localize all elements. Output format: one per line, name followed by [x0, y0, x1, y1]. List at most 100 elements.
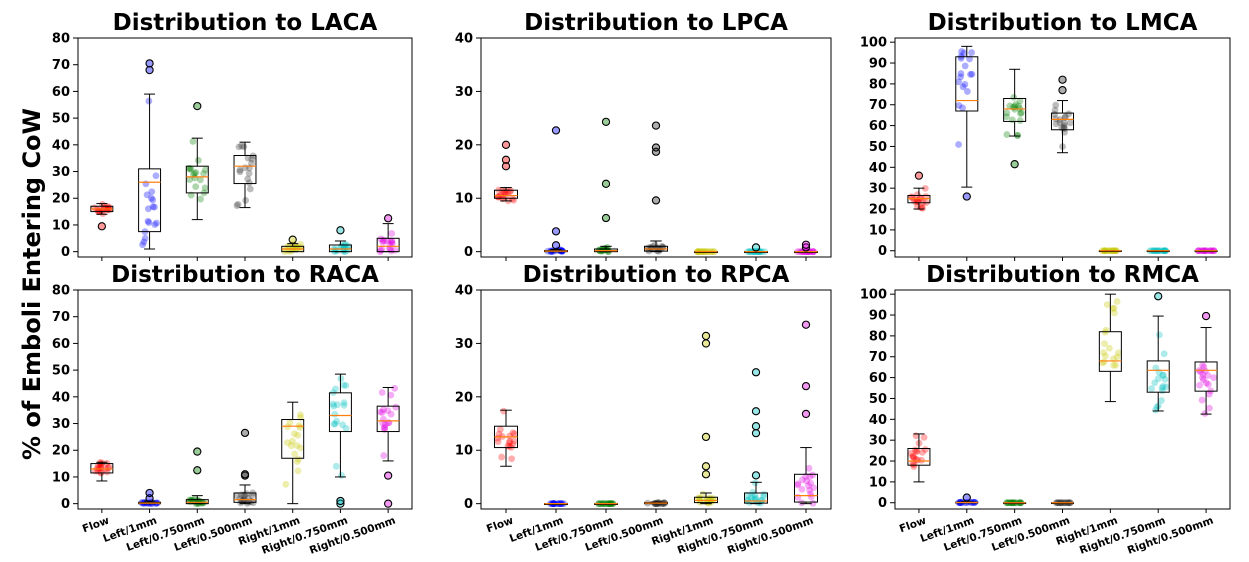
flier-point — [193, 466, 202, 475]
data-point — [794, 480, 802, 488]
data-point — [332, 462, 340, 470]
data-point — [1100, 349, 1107, 356]
data-point — [1159, 371, 1167, 379]
data-point — [331, 410, 339, 418]
data-point — [197, 195, 204, 203]
flier-point — [751, 368, 761, 377]
data-point — [695, 494, 703, 502]
flier-point — [1010, 160, 1019, 169]
flier-point — [701, 331, 711, 341]
y-tick-label: 50 — [52, 364, 70, 379]
box-left-0-750mm — [594, 117, 618, 256]
data-point — [1110, 304, 1118, 312]
data-point — [1101, 328, 1109, 336]
data-point — [377, 408, 384, 416]
data-point — [803, 477, 810, 485]
box-flow — [90, 200, 114, 231]
data-point — [758, 496, 766, 504]
box-right-0-500mm — [376, 384, 400, 508]
y-tick-label: 0 — [878, 496, 887, 511]
data-point — [1065, 110, 1073, 118]
data-point — [391, 384, 399, 392]
data-point — [189, 138, 197, 145]
box-right-1mm — [1098, 247, 1122, 255]
data-point — [1115, 349, 1122, 357]
data-point — [1006, 102, 1014, 110]
flier-point — [751, 407, 761, 416]
box-left-0-750mm — [185, 447, 209, 508]
iqr-box — [1146, 360, 1170, 393]
data-point — [331, 420, 339, 428]
y-tick-label: 30 — [455, 337, 473, 352]
data-point — [963, 88, 971, 95]
data-point — [920, 433, 928, 441]
data-point — [1152, 406, 1160, 414]
data-point — [186, 165, 194, 173]
box-right-0-750mm — [743, 368, 768, 507]
data-point — [340, 399, 348, 407]
iqr-box — [138, 168, 162, 233]
data-point — [388, 238, 396, 246]
y-tick-label: 40 — [869, 161, 887, 176]
data-point — [196, 176, 204, 184]
data-point — [922, 446, 929, 453]
data-point — [955, 78, 962, 86]
data-point — [1111, 309, 1118, 317]
data-point — [297, 444, 304, 452]
data-point — [909, 453, 917, 460]
flier-point — [97, 222, 107, 231]
flier-point — [383, 214, 393, 223]
data-point — [910, 460, 918, 468]
data-point — [1201, 367, 1209, 375]
y-tick-label: 10 — [52, 470, 70, 485]
data-point — [1066, 119, 1074, 127]
data-point — [955, 102, 963, 109]
box-right-0-750mm — [1146, 247, 1170, 255]
data-point — [105, 463, 113, 471]
y-tick-label: 0 — [61, 245, 70, 260]
data-point — [383, 237, 391, 245]
box-left-0-500mm — [233, 141, 257, 209]
data-point — [240, 143, 248, 151]
data-point — [153, 219, 160, 227]
data-point — [500, 407, 508, 415]
data-point — [235, 143, 243, 151]
data-point — [387, 237, 395, 245]
data-point — [194, 156, 202, 164]
data-point — [1012, 101, 1019, 108]
data-point — [242, 197, 250, 204]
data-point — [961, 81, 969, 88]
iqr-box — [233, 155, 257, 185]
data-point — [968, 70, 976, 78]
data-point — [294, 455, 302, 463]
data-point — [95, 464, 103, 472]
flier-point — [701, 432, 711, 442]
data-point — [1014, 132, 1022, 139]
data-point — [381, 424, 389, 432]
box-left-0-500mm — [1050, 75, 1075, 154]
flier-point — [383, 471, 393, 480]
data-point — [959, 104, 966, 112]
data-point — [149, 196, 157, 204]
y-tick-label: 20 — [869, 455, 887, 470]
flier-point — [601, 179, 611, 188]
data-point — [187, 165, 195, 173]
data-point — [201, 184, 209, 192]
box-right-0-500mm — [1194, 247, 1218, 255]
data-point — [805, 482, 812, 490]
data-point — [1200, 376, 1207, 384]
data-point — [340, 381, 348, 389]
data-point — [1016, 117, 1024, 124]
data-point — [1060, 122, 1068, 130]
panel-distribution-to-rmca: Distribution to RMCA 0 10 20 30 40 50 60 70 80 90 1… — [860, 262, 1231, 557]
y-tick-label: 100 — [860, 36, 887, 51]
data-point — [498, 453, 506, 461]
y-tick-label: 40 — [869, 413, 887, 428]
data-point — [1003, 131, 1011, 138]
data-point — [807, 493, 815, 501]
data-point — [1205, 390, 1213, 398]
data-point — [913, 448, 921, 456]
data-point — [794, 493, 802, 501]
data-point — [380, 406, 387, 414]
data-point — [237, 499, 245, 507]
